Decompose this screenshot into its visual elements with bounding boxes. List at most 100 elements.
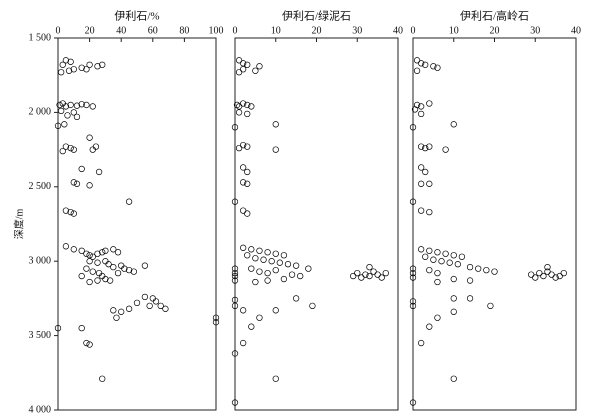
x-tick-label: 20 [490,25,500,36]
scatter-point [89,253,96,260]
scatter-point [409,274,417,281]
scatter-point [231,277,239,284]
scatter-point [244,110,251,118]
x-tick-label: 60 [148,25,158,36]
scatter-point [264,269,271,277]
scatter-point [442,250,449,257]
scatter-point [413,57,421,64]
y-tick-label: 3 500 [29,330,52,341]
scatter-point [382,269,389,277]
scatter-point [442,146,449,153]
scatter-point [67,58,74,65]
scatter-point [133,299,141,307]
scatter-point [102,275,109,283]
x-tick-label: 10 [271,25,281,36]
scatter-point [130,268,137,275]
scatter-point [426,180,433,187]
scatter-point [235,109,243,116]
scatter-point [162,305,169,312]
scatter-point [231,124,239,131]
scatter-point [272,121,279,128]
scatter-point [231,302,239,309]
plot-frame [57,37,217,411]
scatter-point [292,295,300,302]
scatter-point [256,63,263,70]
scatter-point [244,61,251,68]
scatter-point [94,63,101,70]
scatter-point [252,255,259,262]
scatter-point [54,122,62,129]
scatter-point [94,250,101,257]
scatter-point [62,143,70,150]
scatter-point [102,258,109,265]
scatter-point [422,253,429,260]
scatter-point [244,143,251,150]
scatter-point [121,265,128,272]
scatter-point [450,252,457,259]
scatter-point [284,261,292,268]
scatter-point [458,253,466,260]
scatter-point [114,269,122,277]
scatter-point [78,101,85,108]
scatter-point [370,268,377,275]
plot-frame [412,37,577,411]
scatter-point [235,57,243,64]
plot-frame [234,37,399,411]
y-axis-label: 深度/m [12,209,25,240]
x-tick-label: 80 [179,25,189,36]
x-tick-label: 40 [116,25,126,36]
scatter-point [556,272,563,280]
scatter-point [106,277,114,284]
scatter-point [231,198,239,205]
scatter-point [67,208,74,216]
scatter-point [256,314,263,321]
scatter-point [430,63,437,70]
scatter-point [268,258,275,265]
scatter-point [239,179,247,186]
scatter-point [260,256,267,263]
scatter-point [239,339,247,347]
scatter-point [56,101,63,109]
scatter-point [434,269,441,277]
x-tick-label: 30 [352,25,362,36]
scatter-point [231,272,239,280]
scatter-point [438,258,445,265]
scatter-point [125,266,133,274]
scatter-point [256,247,263,254]
scatter-point [70,66,77,73]
scatter-point [409,302,417,309]
x-tick-label: 20 [312,25,322,36]
scatter-point [125,305,133,312]
scatter-point [83,339,90,347]
scatter-point [248,246,255,253]
scatter-point [491,268,498,275]
scatter-point [59,147,66,155]
y-tick-label: 2 500 [29,181,52,192]
scatter-point [409,265,417,272]
scatter-point [231,399,239,406]
scatter-point [212,319,220,326]
scatter-point [418,164,425,171]
scatter-point [256,268,263,275]
scatter-point [409,399,417,406]
scatter-point [157,302,164,309]
scatter-point [78,64,85,71]
scatter-point [422,61,429,68]
scatter-point [70,210,77,217]
scatter-point [99,249,106,256]
scatter-point [434,64,441,71]
scatter-point [450,308,457,315]
x-tick-label: 0 [411,25,416,36]
scatter-point [83,66,90,73]
scatter-point [62,207,70,214]
scatter-point [252,67,259,74]
scatter-point [118,262,125,269]
scatter-point [239,60,247,67]
scatter-point [73,113,81,121]
scatter-point [248,265,255,272]
scatter-point [62,103,70,110]
scatter-point [466,295,474,302]
scatter-point [239,164,247,171]
scatter-point [239,307,247,314]
scatter-point [64,112,71,119]
